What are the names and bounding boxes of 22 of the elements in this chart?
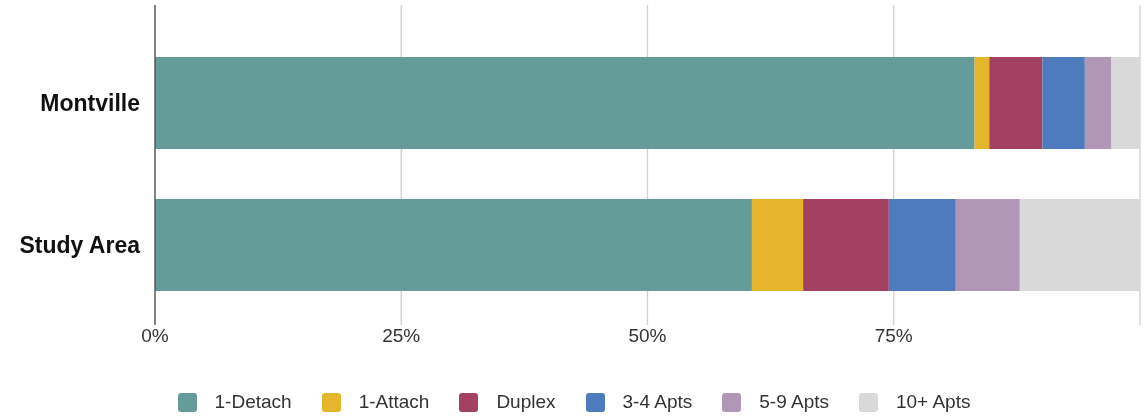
legend-label: Duplex xyxy=(496,391,556,413)
y-tick-label: Study Area xyxy=(19,232,141,259)
legend-label: 1-Attach xyxy=(358,391,430,413)
x-tick-label: 25% xyxy=(382,325,421,347)
bar xyxy=(974,57,990,149)
bar xyxy=(155,57,975,149)
bar xyxy=(888,199,956,291)
bar xyxy=(989,57,1043,149)
bar xyxy=(1084,57,1112,149)
legend-label: 10+ Apts xyxy=(895,391,971,413)
bar xyxy=(803,199,889,291)
legend-label: 5-9 Apts xyxy=(759,391,829,413)
bar xyxy=(1042,57,1085,149)
bar xyxy=(155,199,752,291)
y-tick-label: Montville xyxy=(40,90,140,117)
x-tick-label: 75% xyxy=(874,325,913,347)
x-tick-label: 50% xyxy=(628,325,667,347)
legend-label: 3-4 Apts xyxy=(622,391,693,413)
x-tick-label: 0% xyxy=(141,325,169,347)
bar xyxy=(751,199,804,291)
legend-label: 1-Detach xyxy=(214,391,292,413)
bar xyxy=(955,199,1020,291)
